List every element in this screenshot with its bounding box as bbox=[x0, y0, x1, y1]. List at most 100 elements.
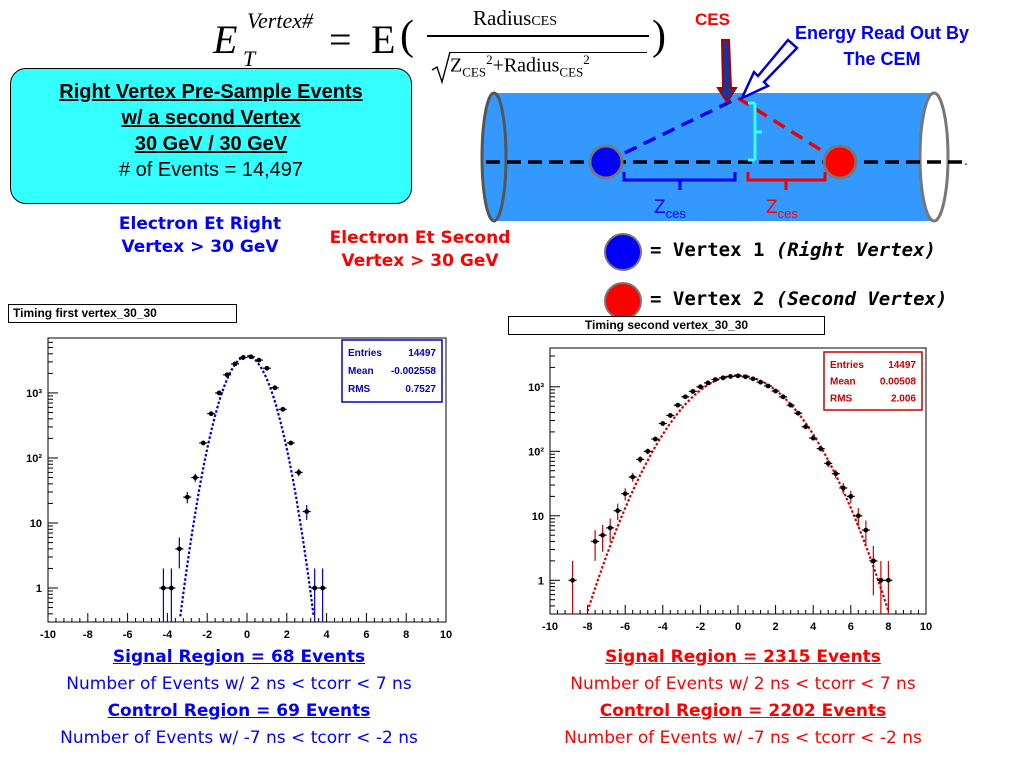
info-line-1: Right Vertex Pre-Sample Events bbox=[59, 81, 363, 103]
data-point bbox=[741, 374, 750, 380]
y-tick-label: 1 bbox=[538, 575, 544, 587]
stats-label: Mean bbox=[830, 377, 856, 388]
x-tick-label: -2 bbox=[696, 621, 706, 633]
formula-numerator: RadiusCES bbox=[473, 6, 557, 31]
plot2-title: Timing second vertex_30_30 bbox=[508, 316, 825, 335]
data-point bbox=[831, 469, 840, 479]
data-point bbox=[175, 537, 184, 569]
right-signal-def: Number of Events w/ 2 ns < tcorr < 7 ns bbox=[570, 674, 916, 694]
ces-arrow bbox=[716, 39, 738, 104]
electron-right-line2: Vertex > 30 GeV bbox=[121, 237, 279, 257]
fraction-bar bbox=[427, 35, 649, 37]
formula-lhs-symbol: E bbox=[213, 17, 238, 62]
stats-value: 14497 bbox=[408, 348, 436, 359]
formula-numerator-text: Radius bbox=[473, 6, 532, 30]
data-point bbox=[809, 435, 818, 441]
x-tick-label: 4 bbox=[810, 621, 817, 633]
cem-label: Energy Read Out By The CEM bbox=[766, 20, 998, 72]
den-r-sup: 2 bbox=[583, 52, 590, 67]
formula-lhs-subscript: T bbox=[243, 46, 256, 71]
formula-function: E bbox=[371, 17, 396, 62]
stats-value: 0.7527 bbox=[405, 384, 436, 395]
data-point bbox=[606, 518, 615, 542]
data-point bbox=[643, 448, 652, 455]
legend-vertex1-dot bbox=[604, 233, 642, 271]
x-tick-label: 2 bbox=[284, 629, 290, 641]
stats-label: RMS bbox=[830, 393, 853, 404]
data-point bbox=[749, 376, 758, 382]
left-control-region: Control Region = 69 Events bbox=[107, 701, 371, 721]
y-tick-label: 10 bbox=[532, 511, 544, 523]
ces-label: CES bbox=[695, 10, 730, 29]
x-tick-label: -6 bbox=[620, 621, 630, 633]
electron-right-line1: Electron Et Right bbox=[118, 214, 282, 234]
data-point bbox=[183, 491, 192, 504]
data-point bbox=[246, 354, 255, 360]
x-tick-label: 6 bbox=[848, 621, 854, 633]
data-point bbox=[839, 483, 848, 494]
right-control-region: Control Region = 2202 Events bbox=[599, 701, 887, 721]
data-point bbox=[854, 508, 863, 527]
left-summary: Signal Region = 68 Events Number of Even… bbox=[0, 644, 478, 752]
formula-lhs-superscript: Vertex# bbox=[247, 8, 313, 33]
data-point bbox=[613, 503, 622, 521]
formula-open-paren: ( bbox=[400, 13, 414, 59]
legend-vertex2-em: (Second Vertex) bbox=[775, 288, 948, 310]
x-tick-label: -4 bbox=[658, 621, 669, 633]
x-tick-label: 4 bbox=[324, 629, 331, 641]
z-left-text: Z bbox=[654, 197, 666, 218]
sample-info-box: Right Vertex Pre-Sample Events w/ a seco… bbox=[10, 68, 412, 204]
data-point bbox=[262, 365, 271, 371]
x-tick-label: -10 bbox=[40, 629, 56, 641]
cem-label-line2: The CEM bbox=[843, 49, 921, 69]
cem-label-line1: Energy Read Out By bbox=[794, 23, 970, 43]
legend-vertex1-em: (Right Vertex) bbox=[775, 239, 936, 261]
legend-vertex2: = Vertex 2 (Second Vertex) bbox=[650, 288, 947, 310]
stats-box: Entries 14497 Mean 0.00508 RMS 2.006 bbox=[823, 351, 923, 411]
x-tick-label: -2 bbox=[202, 629, 212, 641]
data-point bbox=[658, 421, 667, 426]
data-point bbox=[199, 440, 208, 446]
right-signal-region: Signal Region = 2315 Events bbox=[605, 647, 881, 667]
fit-curve bbox=[179, 354, 315, 617]
left-signal-def: Number of Events w/ 2 ns < tcorr < 7 ns bbox=[66, 674, 412, 694]
x-tick-label: -6 bbox=[123, 629, 133, 641]
y-tick-label: 10³ bbox=[528, 382, 544, 394]
data-point bbox=[861, 520, 870, 545]
vertex2-circle bbox=[822, 144, 858, 180]
data-point bbox=[779, 394, 788, 400]
sqrt-sign bbox=[431, 51, 451, 84]
x-tick-label: -10 bbox=[542, 621, 558, 633]
stats-label: Mean bbox=[348, 366, 374, 377]
data-point bbox=[159, 568, 168, 622]
data-point bbox=[294, 468, 303, 477]
data-point bbox=[666, 413, 675, 418]
data-point bbox=[310, 568, 319, 622]
data-point bbox=[591, 530, 600, 561]
left-signal-region: Signal Region = 68 Events bbox=[112, 647, 366, 667]
data-point bbox=[254, 357, 263, 363]
y-tick-label: 10 bbox=[30, 518, 42, 530]
stats-label: RMS bbox=[348, 384, 371, 395]
stats-value: -0.002558 bbox=[391, 366, 436, 377]
data-point bbox=[696, 384, 705, 390]
stats-label: Entries bbox=[348, 348, 382, 359]
data-point bbox=[703, 380, 712, 386]
data-point bbox=[651, 436, 660, 442]
electron-second-line2: Vertex > 30 GeV bbox=[341, 251, 499, 271]
stats-label: Entries bbox=[830, 360, 864, 371]
x-tick-label: -4 bbox=[163, 629, 174, 641]
den-z-sub: CES bbox=[462, 64, 487, 80]
tube-left-end bbox=[480, 91, 508, 223]
z-ces-right-label: Zces bbox=[766, 197, 798, 221]
den-z: Z bbox=[450, 54, 463, 77]
den-r-sub: CES bbox=[559, 64, 584, 80]
stats-value: 0.00508 bbox=[880, 377, 917, 388]
data-point bbox=[286, 440, 295, 446]
x-tick-label: 6 bbox=[363, 629, 369, 641]
data-point bbox=[816, 446, 825, 452]
data-point bbox=[876, 560, 885, 614]
data-point bbox=[786, 402, 795, 408]
data-point bbox=[191, 473, 200, 482]
data-point bbox=[239, 355, 248, 360]
